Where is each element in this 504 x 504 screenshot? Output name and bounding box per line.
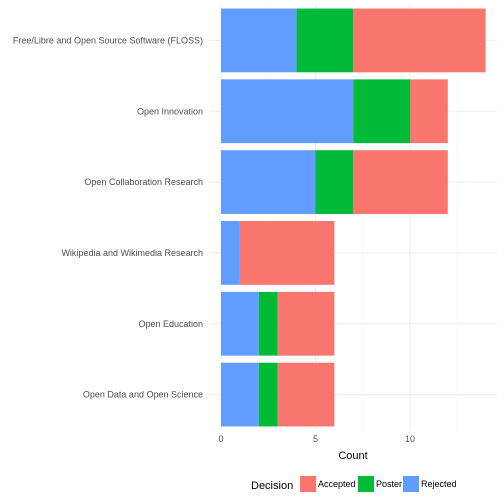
legend-label-rejected: Rejected	[421, 479, 457, 489]
bar-accepted-4	[277, 291, 335, 356]
bar-rejected-0	[221, 8, 297, 73]
legend-label-poster: Poster	[376, 479, 402, 489]
bar-poster-4	[258, 291, 278, 356]
x-tick-label: 10	[405, 434, 415, 444]
bar-poster-2	[315, 150, 354, 214]
bar-poster-0	[296, 8, 354, 73]
bar-poster-5	[258, 362, 278, 427]
y-tick-label: Wikipedia and Wikimedia Research	[61, 248, 203, 258]
bar-accepted-3	[239, 221, 335, 285]
y-tick-label: Open Innovation	[137, 106, 203, 116]
x-axis-title: Count	[338, 450, 367, 462]
bar-poster-1	[353, 79, 410, 144]
bar-accepted-5	[277, 362, 335, 427]
legend-label-accepted: Accepted	[318, 479, 356, 489]
y-tick-label: Open Data and Open Science	[83, 390, 203, 400]
bar-rejected-4	[221, 291, 259, 356]
bar-rejected-3	[221, 221, 240, 285]
y-tick-labels: Free/Libre and Open Source Software (FLO…	[13, 35, 203, 399]
bar-accepted-2	[353, 150, 448, 214]
bar-accepted-1	[410, 79, 448, 144]
legend-items: Accepted Poster Rejected	[300, 476, 457, 492]
y-tick-label: Open Collaboration Research	[84, 177, 203, 187]
y-tick-label: Free/Libre and Open Source Software (FLO…	[13, 35, 203, 45]
y-tick-label: Open Education	[138, 319, 203, 329]
bar-rejected-5	[221, 362, 259, 427]
legend-key-poster	[358, 476, 374, 492]
bars	[221, 8, 486, 427]
legend-title: Decision	[251, 480, 293, 492]
x-tick-label: 0	[218, 434, 223, 444]
x-tick-labels: 0 5 10	[218, 434, 415, 444]
bar-rejected-1	[221, 79, 354, 144]
x-tick-label: 5	[313, 434, 318, 444]
legend: Decision Accepted Poster Rejected	[251, 476, 457, 492]
legend-key-accepted	[300, 476, 316, 492]
bar-accepted-0	[353, 8, 486, 73]
legend-key-rejected	[403, 476, 419, 492]
bar-rejected-2	[221, 150, 316, 214]
